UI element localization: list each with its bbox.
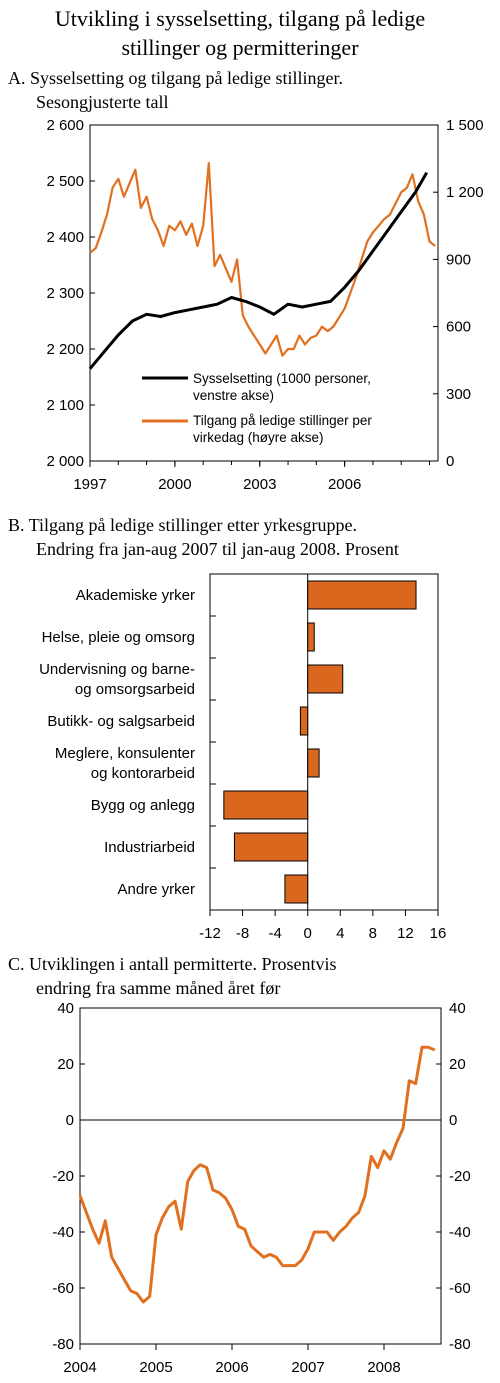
panel-a-title-line-1: A. Sysselsetting og tilgang på ledige st…: [8, 68, 343, 88]
category-label: og kontorarbeid: [91, 765, 195, 782]
x-tick-label: 8: [369, 925, 377, 942]
x-tick-label: 4: [336, 925, 344, 942]
bar: [307, 580, 417, 610]
y-left-tick-label: 20: [57, 1056, 74, 1073]
y-left-tick-label: 2 300: [46, 285, 84, 302]
category-label: Akademiske yrker: [76, 587, 195, 604]
vacancies-line: [89, 162, 436, 357]
x-tick-label: 2008: [367, 1359, 400, 1376]
bar: [307, 622, 315, 652]
x-tick-label: 2006: [215, 1359, 248, 1376]
x-tick-label: -8: [236, 925, 249, 942]
figure-title-line-1: Utvikling i sysselsetting, tilgang på le…: [55, 6, 425, 31]
bar: [223, 790, 309, 820]
y-right-tick-label: 300: [446, 386, 471, 403]
legend-label-employment-line-1: Sysselsetting (1000 personer,: [193, 371, 371, 386]
y-right-tick-label: 1 500: [446, 117, 484, 134]
panel-c-axes: -80 -80 -60 -60 -40 -40 -20 -20 0 0 20 20 40 40 2004 20…: [52, 1000, 470, 1376]
category-label: Helse, pleie og omsorg: [42, 629, 195, 646]
panel-a: A. Sysselsetting og tilgang på ledige st…: [8, 68, 484, 493]
y-right-tick-label: 600: [446, 319, 471, 336]
panel-b-title-line-2: Endring fra jan-aug 2007 til jan-aug 200…: [36, 539, 399, 559]
y-left-tick-label: -20: [52, 1168, 74, 1185]
y-right-tick-label: 0: [446, 453, 454, 470]
figure-title-line-2: stillinger og permitteringer: [121, 35, 359, 60]
panel-b: B. Tilgang på ledige stillinger etter yr…: [8, 515, 446, 942]
y-left-tick-label: 0: [66, 1112, 74, 1129]
y-right-tick-label: -80: [449, 1336, 471, 1353]
category-label: Andre yrker: [117, 881, 195, 898]
x-tick-label: 2004: [63, 1359, 96, 1376]
panel-a-plot-frame: [89, 124, 439, 462]
y-left-tick-label: 2 600: [46, 117, 84, 134]
x-tick-label: 16: [430, 925, 447, 942]
y-right-tick-label: 900: [446, 251, 471, 268]
laid-off-change-line: [78, 1045, 436, 1304]
panel-b-bars: [223, 580, 417, 904]
bar: [284, 874, 309, 904]
panel-a-title-line-2: Sesongjusterte tall: [36, 92, 168, 112]
employment-line: [88, 171, 428, 370]
y-left-tick-label: 2 200: [46, 341, 84, 358]
category-label: Meglere, konsulenter: [55, 745, 195, 762]
category-label: Butikk- og salgsarbeid: [47, 713, 195, 730]
panel-c-series: [78, 1045, 436, 1304]
category-label: Bygg og anlegg: [91, 797, 195, 814]
category-label: og omsorgsarbeid: [75, 681, 195, 698]
category-label: Industriarbeid: [104, 839, 195, 856]
panel-a-legend: Sysselsetting (1000 personer, venstre ak…: [142, 371, 372, 445]
x-tick-label: -4: [268, 925, 281, 942]
y-left-tick-label: -40: [52, 1224, 74, 1241]
y-right-tick-label: -60: [449, 1280, 471, 1297]
y-left-tick-label: 2 500: [46, 173, 84, 190]
panel-c: C. Utviklingen i antall permitterte. Pro…: [8, 954, 471, 1376]
panel-c-title-line-2: endring fra samme måned året før: [36, 978, 280, 998]
y-right-tick-label: 40: [449, 1000, 466, 1017]
y-right-tick-label: 20: [449, 1056, 466, 1073]
panel-a-axes: 2 000 2 100 2 200 2 300 2 400 2 500 2 600 0 300 6…: [46, 117, 483, 493]
x-tick-label: 1997: [73, 476, 106, 493]
x-tick-label: 2005: [139, 1359, 172, 1376]
x-tick-label: 2006: [328, 476, 361, 493]
x-tick-label: 12: [397, 925, 414, 942]
x-tick-label: 2003: [243, 476, 276, 493]
bar: [233, 832, 309, 862]
x-tick-label: 2000: [158, 476, 191, 493]
bar: [299, 706, 309, 736]
y-right-tick-label: -20: [449, 1168, 471, 1185]
panel-c-title-line-1: C. Utviklingen i antall permitterte. Pro…: [8, 954, 336, 974]
x-tick-label: -12: [199, 925, 221, 942]
x-tick-label: 0: [304, 925, 312, 942]
y-right-tick-label: -40: [449, 1224, 471, 1241]
bar: [307, 748, 320, 778]
y-right-tick-label: 1 200: [446, 184, 484, 201]
panel-b-axes: -12 -8 -4 0 4 8 12 16 Akademiske yrker Helse, ple…: [39, 574, 446, 942]
panel-a-series: [88, 162, 436, 370]
legend-label-vacancies-line-1: Tilgang på ledige stillinger per: [193, 413, 372, 428]
y-left-tick-label: 2 100: [46, 397, 84, 414]
y-left-tick-label: -60: [52, 1280, 74, 1297]
y-left-tick-label: 2 400: [46, 229, 84, 246]
x-tick-label: 2007: [291, 1359, 324, 1376]
y-left-tick-label: 40: [57, 1000, 74, 1017]
bar: [307, 664, 344, 694]
y-left-tick-label: -80: [52, 1336, 74, 1353]
y-left-tick-label: 2 000: [46, 453, 84, 470]
legend-label-vacancies-line-2: virkedag (høyre akse): [193, 430, 324, 445]
panel-b-title-line-1: B. Tilgang på ledige stillinger etter yr…: [8, 515, 357, 535]
y-right-tick-label: 0: [449, 1112, 457, 1129]
legend-label-employment-line-2: venstre akse): [193, 388, 274, 403]
category-label: Undervisning og barne-: [39, 661, 195, 678]
